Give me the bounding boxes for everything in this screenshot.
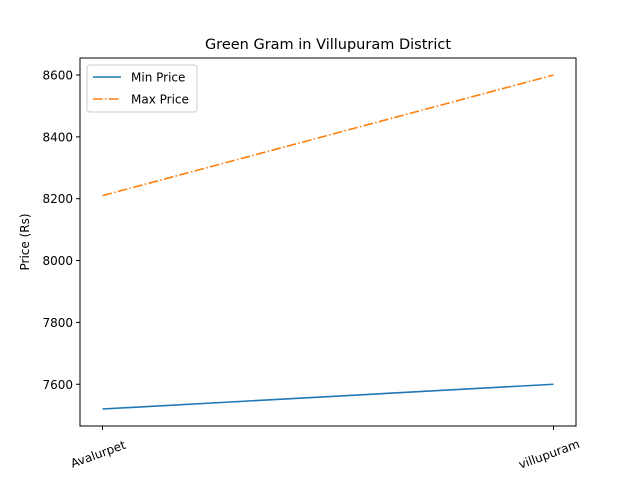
legend-label-1: Min Price	[131, 71, 185, 85]
y-tick-label: 7800	[42, 316, 73, 330]
y-tick-label: 8000	[42, 254, 73, 268]
series-layer	[102, 74, 554, 410]
y-tick-label: 8600	[42, 69, 73, 83]
y-tick-label: 7600	[42, 378, 73, 392]
legend: Min Price Max Price	[86, 64, 198, 113]
plot-area	[79, 57, 577, 427]
series-line-2	[102, 74, 554, 197]
chart-title: Green Gram in Villupuram District	[205, 37, 451, 53]
y-tick-label: 8400	[42, 130, 73, 144]
y-axis: 7600 7800 8000 8200 8400 8600	[42, 69, 80, 392]
y-tick-label: 8200	[42, 192, 73, 206]
legend-label-2: Max Price	[131, 93, 189, 107]
plot-frame	[79, 57, 577, 427]
y-axis-label: Price (Rs)	[18, 213, 32, 270]
series-line-1	[102, 383, 554, 410]
